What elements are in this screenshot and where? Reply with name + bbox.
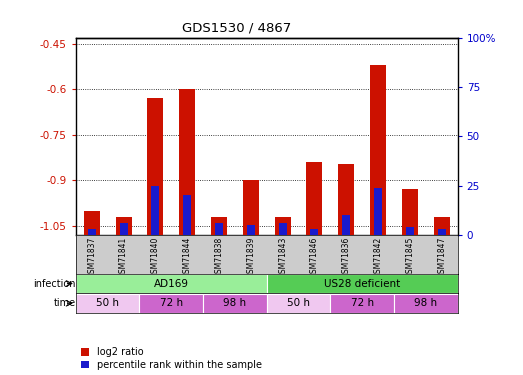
Text: GSM71843: GSM71843 — [278, 237, 287, 278]
Bar — [120, 223, 128, 235]
Bar — [394, 294, 458, 313]
Bar — [311, 229, 319, 235]
Bar — [151, 186, 160, 235]
Bar — [306, 162, 322, 235]
Bar — [84, 211, 100, 235]
Text: 50 h: 50 h — [287, 298, 310, 308]
Text: GSM71836: GSM71836 — [342, 237, 351, 278]
Text: GSM71846: GSM71846 — [310, 237, 319, 278]
Text: GSM71845: GSM71845 — [405, 237, 414, 278]
Text: GSM71839: GSM71839 — [246, 237, 255, 278]
Bar — [402, 189, 418, 235]
Text: GSM71842: GSM71842 — [373, 237, 383, 278]
Bar — [438, 229, 446, 235]
Text: US28 deficient: US28 deficient — [324, 279, 400, 288]
Text: AD169: AD169 — [154, 279, 189, 288]
Bar — [211, 217, 227, 235]
Bar — [147, 98, 163, 235]
Bar — [275, 217, 291, 235]
Text: time: time — [54, 298, 76, 308]
Title: GDS1530 / 4867: GDS1530 / 4867 — [181, 22, 291, 35]
Text: 72 h: 72 h — [160, 298, 183, 308]
Bar — [338, 164, 354, 235]
Bar — [267, 274, 458, 293]
Bar — [406, 227, 414, 235]
Bar — [116, 217, 131, 235]
Text: GSM71838: GSM71838 — [214, 237, 223, 278]
Bar — [203, 294, 267, 313]
Bar — [279, 223, 287, 235]
Text: 98 h: 98 h — [223, 298, 246, 308]
Text: GSM71844: GSM71844 — [183, 237, 192, 278]
Bar — [215, 223, 223, 235]
Legend: log2 ratio, percentile rank within the sample: log2 ratio, percentile rank within the s… — [81, 347, 262, 370]
Bar — [183, 195, 191, 235]
Bar — [342, 215, 350, 235]
Text: 72 h: 72 h — [350, 298, 374, 308]
Text: GSM71841: GSM71841 — [119, 237, 128, 278]
Bar — [243, 180, 259, 235]
Bar — [88, 229, 96, 235]
Bar — [374, 188, 382, 235]
Bar — [140, 294, 203, 313]
Text: infection: infection — [33, 279, 76, 288]
Bar — [76, 274, 267, 293]
Bar — [179, 89, 195, 235]
Bar — [267, 294, 331, 313]
Bar — [370, 65, 386, 235]
Bar — [247, 225, 255, 235]
Bar — [434, 217, 450, 235]
Text: 98 h: 98 h — [414, 298, 437, 308]
Bar — [331, 294, 394, 313]
Text: 50 h: 50 h — [96, 298, 119, 308]
Text: GSM71840: GSM71840 — [151, 237, 160, 278]
Text: GSM71847: GSM71847 — [437, 237, 446, 278]
Text: GSM71837: GSM71837 — [87, 237, 96, 278]
Bar — [76, 294, 140, 313]
